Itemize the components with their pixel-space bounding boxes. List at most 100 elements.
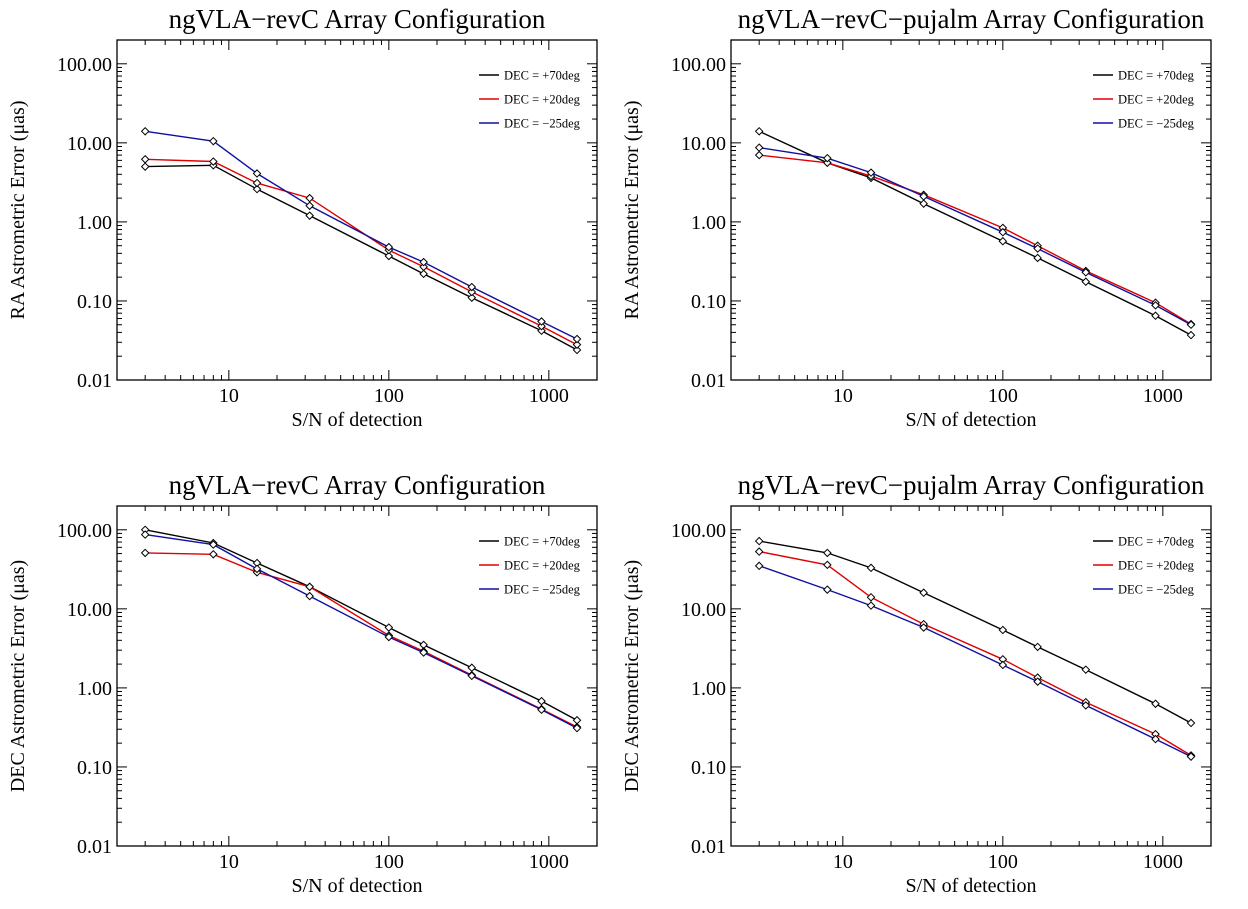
data-point — [866, 168, 876, 177]
y-tick-label: 0.10 — [77, 291, 112, 313]
y-tick-label: 0.01 — [77, 370, 112, 392]
chart-panel: ngVLA−revC−pujalm Array Configuration 10 1… — [621, 4, 1212, 431]
data-series — [754, 143, 1196, 330]
data-point — [919, 199, 928, 208]
data-point — [823, 548, 832, 558]
data-point — [823, 585, 832, 594]
x-tick-label: 1000 — [529, 385, 569, 407]
legend: DEC = +70deg DEC = +20deg DEC = −25deg — [479, 535, 581, 597]
legend-label: DEC = −25deg — [1118, 117, 1195, 131]
y-tick-label: 0.10 — [691, 757, 726, 779]
data-point — [866, 601, 876, 610]
chart-title: ngVLA−revC Array Configuration — [169, 470, 546, 500]
x-axis-label: S/N of detection — [291, 875, 422, 897]
data-point — [823, 158, 832, 168]
data-point — [1081, 665, 1091, 674]
data-point — [305, 211, 314, 220]
x-axis-ticks — [730, 40, 1212, 380]
data-series — [140, 525, 582, 725]
data-point — [823, 560, 832, 570]
data-point — [754, 547, 764, 556]
chart-title: ngVLA−revC−pujalm Array Configuration — [738, 4, 1205, 34]
data-series — [140, 530, 582, 733]
legend-label: DEC = +20deg — [504, 93, 581, 107]
legend-label: DEC = +20deg — [504, 559, 581, 573]
data-point — [1151, 699, 1160, 709]
data-series — [140, 126, 582, 344]
x-tick-label: 100 — [374, 385, 404, 407]
data-series — [754, 150, 1196, 329]
data-series — [754, 536, 1196, 728]
x-axis-ticks — [116, 40, 598, 380]
y-tick-label: 10.00 — [681, 599, 726, 621]
data-point — [384, 251, 394, 261]
data-point — [140, 162, 150, 171]
data-point — [209, 136, 218, 146]
legend-label: DEC = −25deg — [504, 117, 581, 131]
chart-panel: ngVLA−revC Array Configuration 10 100 1000 0… — [7, 470, 598, 897]
data-point — [252, 178, 262, 188]
data-point — [1033, 677, 1042, 686]
data-point — [572, 334, 582, 344]
data-point — [419, 257, 428, 267]
data-point — [209, 549, 218, 559]
legend: DEC = +70deg DEC = +20deg DEC = −25deg — [1093, 535, 1195, 597]
series-line — [145, 552, 578, 728]
data-point — [572, 723, 582, 733]
x-axis-label: S/N of detection — [905, 875, 1036, 897]
y-tick-label: 1.00 — [77, 678, 112, 700]
legend: DEC = +70deg DEC = +20deg DEC = −25deg — [1093, 69, 1195, 131]
legend-label: DEC = +70deg — [504, 535, 581, 549]
data-point — [419, 269, 428, 279]
y-tick-label: 0.10 — [691, 291, 726, 313]
data-point — [537, 705, 546, 715]
x-tick-label: 1000 — [1143, 851, 1183, 873]
chart-panel: ngVLA−revC Array Configuration 10 100 1000 0… — [7, 4, 598, 431]
data-point — [572, 340, 582, 349]
data-point — [1033, 642, 1042, 652]
data-series — [754, 547, 1196, 760]
y-tick-label: 10.00 — [681, 133, 726, 155]
plot-frame — [730, 505, 1212, 847]
chart-panel: ngVLA−revC−pujalm Array Configuration 10 1… — [621, 470, 1212, 897]
y-axis-ticks — [117, 505, 597, 847]
x-tick-label: 100 — [374, 851, 404, 873]
data-point — [1186, 320, 1196, 330]
y-tick-label: 10.00 — [67, 133, 112, 155]
data-point — [1033, 244, 1042, 253]
data-point — [572, 345, 582, 355]
data-point — [537, 317, 546, 326]
data-point — [384, 242, 394, 252]
data-point — [305, 201, 314, 211]
data-point — [1186, 718, 1196, 728]
data-point — [140, 126, 150, 136]
data-point — [998, 227, 1008, 237]
data-point — [140, 530, 150, 539]
legend-label: DEC = +20deg — [1118, 559, 1195, 573]
data-series — [754, 126, 1196, 340]
data-point — [919, 623, 928, 632]
data-point — [467, 293, 477, 302]
x-tick-label: 1000 — [529, 851, 569, 873]
x-tick-label: 10 — [833, 385, 853, 407]
data-point — [998, 236, 1008, 246]
data-point — [1151, 311, 1160, 321]
y-tick-label: 100.00 — [671, 54, 726, 76]
plot-frame — [116, 39, 598, 381]
data-point — [537, 326, 546, 336]
data-point — [305, 193, 314, 203]
data-point — [1081, 277, 1091, 287]
data-point — [209, 540, 218, 549]
y-axis-label: DEC Astrometric Error (μas) — [621, 560, 643, 792]
data-series — [140, 160, 582, 355]
y-tick-label: 1.00 — [691, 212, 726, 234]
data-point — [754, 150, 764, 160]
data-point — [305, 582, 314, 592]
data-point — [1186, 752, 1196, 761]
data-point — [866, 563, 876, 573]
data-point — [919, 192, 928, 201]
data-point — [467, 671, 477, 681]
plot-frame — [116, 505, 598, 847]
data-point — [754, 561, 764, 571]
y-tick-label: 0.10 — [77, 757, 112, 779]
